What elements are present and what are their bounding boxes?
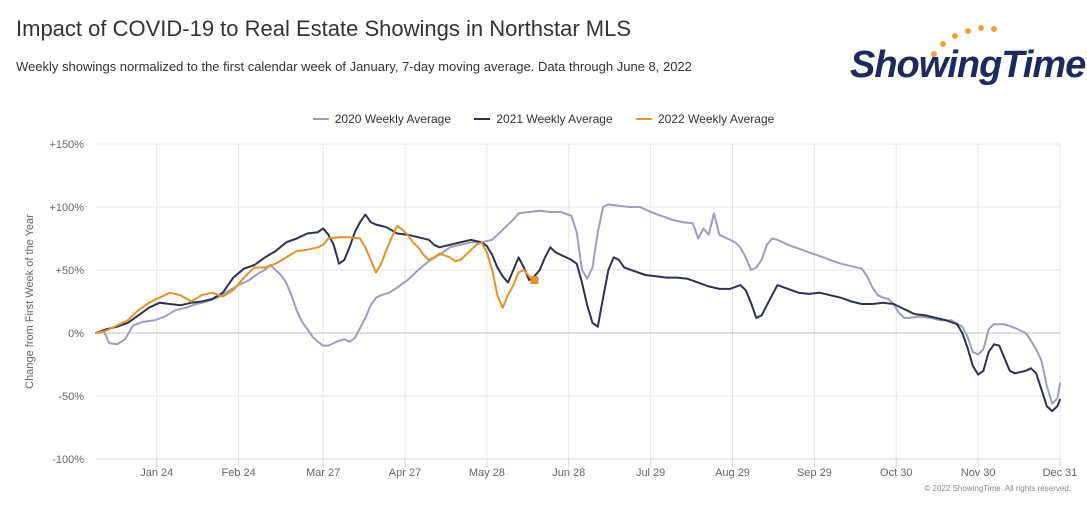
copyright-text: © 2022 ShowingTime. All rights reserved.: [924, 484, 1071, 493]
y-tick-label: -100%: [52, 454, 84, 466]
legend-label-2022: 2022 Weekly Average: [658, 111, 775, 126]
series-line-2021: [95, 213, 1061, 413]
x-tick-label: Aug 29: [715, 467, 750, 479]
logo-wordmark: ShowingTime®: [850, 44, 1087, 86]
legend-label-2020: 2020 Weekly Average: [334, 111, 451, 126]
legend-label-2021: 2021 Weekly Average: [496, 111, 613, 126]
y-tick-label: -50%: [58, 391, 84, 403]
chart-subtitle: Weekly showings normalized to the first …: [16, 59, 692, 74]
legend-item-2020[interactable]: 2020 Weekly Average: [312, 111, 451, 126]
x-tick-label: Mar 27: [306, 467, 340, 479]
legend-item-2022[interactable]: 2022 Weekly Average: [636, 112, 774, 126]
y-axis-title: Change from First Week of the Year: [24, 214, 36, 389]
y-tick-label: +100%: [49, 202, 84, 214]
x-tick-label: May 28: [469, 467, 505, 479]
logo-dots-icon: [931, 25, 997, 57]
chart-legend: 2020 Weekly Average 2021 Weekly Average …: [0, 111, 1087, 126]
legend-swatch-2021: [474, 117, 491, 120]
legend-swatch-2020: [312, 117, 329, 120]
series-line-2020: [95, 203, 1061, 405]
y-tick-label: +50%: [56, 265, 85, 277]
showingtime-logo: ShowingTime®: [848, 24, 1087, 90]
y-tick-label: 0%: [68, 328, 84, 340]
x-tick-label: Oct 30: [880, 467, 912, 479]
x-tick-label: Nov 30: [961, 467, 996, 479]
x-tick-label: Jul 29: [636, 467, 665, 479]
x-tick-label: Feb 24: [221, 467, 255, 479]
legend-item-2021[interactable]: 2021 Weekly Average: [474, 111, 613, 126]
chart-title: Impact of COVID-19 to Real Estate Showin…: [16, 16, 632, 41]
x-tick-label: Dec 31: [1043, 467, 1078, 479]
legend-swatch-2022: [636, 117, 652, 120]
series-line-2022: [95, 224, 536, 334]
x-tick-label: Jun 28: [552, 467, 585, 479]
x-tick-label: Sep 29: [797, 467, 832, 479]
series-end-marker: [530, 276, 539, 285]
x-tick-label: Apr 27: [389, 467, 421, 479]
y-tick-label: +150%: [49, 139, 84, 151]
x-tick-label: Jan 24: [140, 467, 173, 479]
